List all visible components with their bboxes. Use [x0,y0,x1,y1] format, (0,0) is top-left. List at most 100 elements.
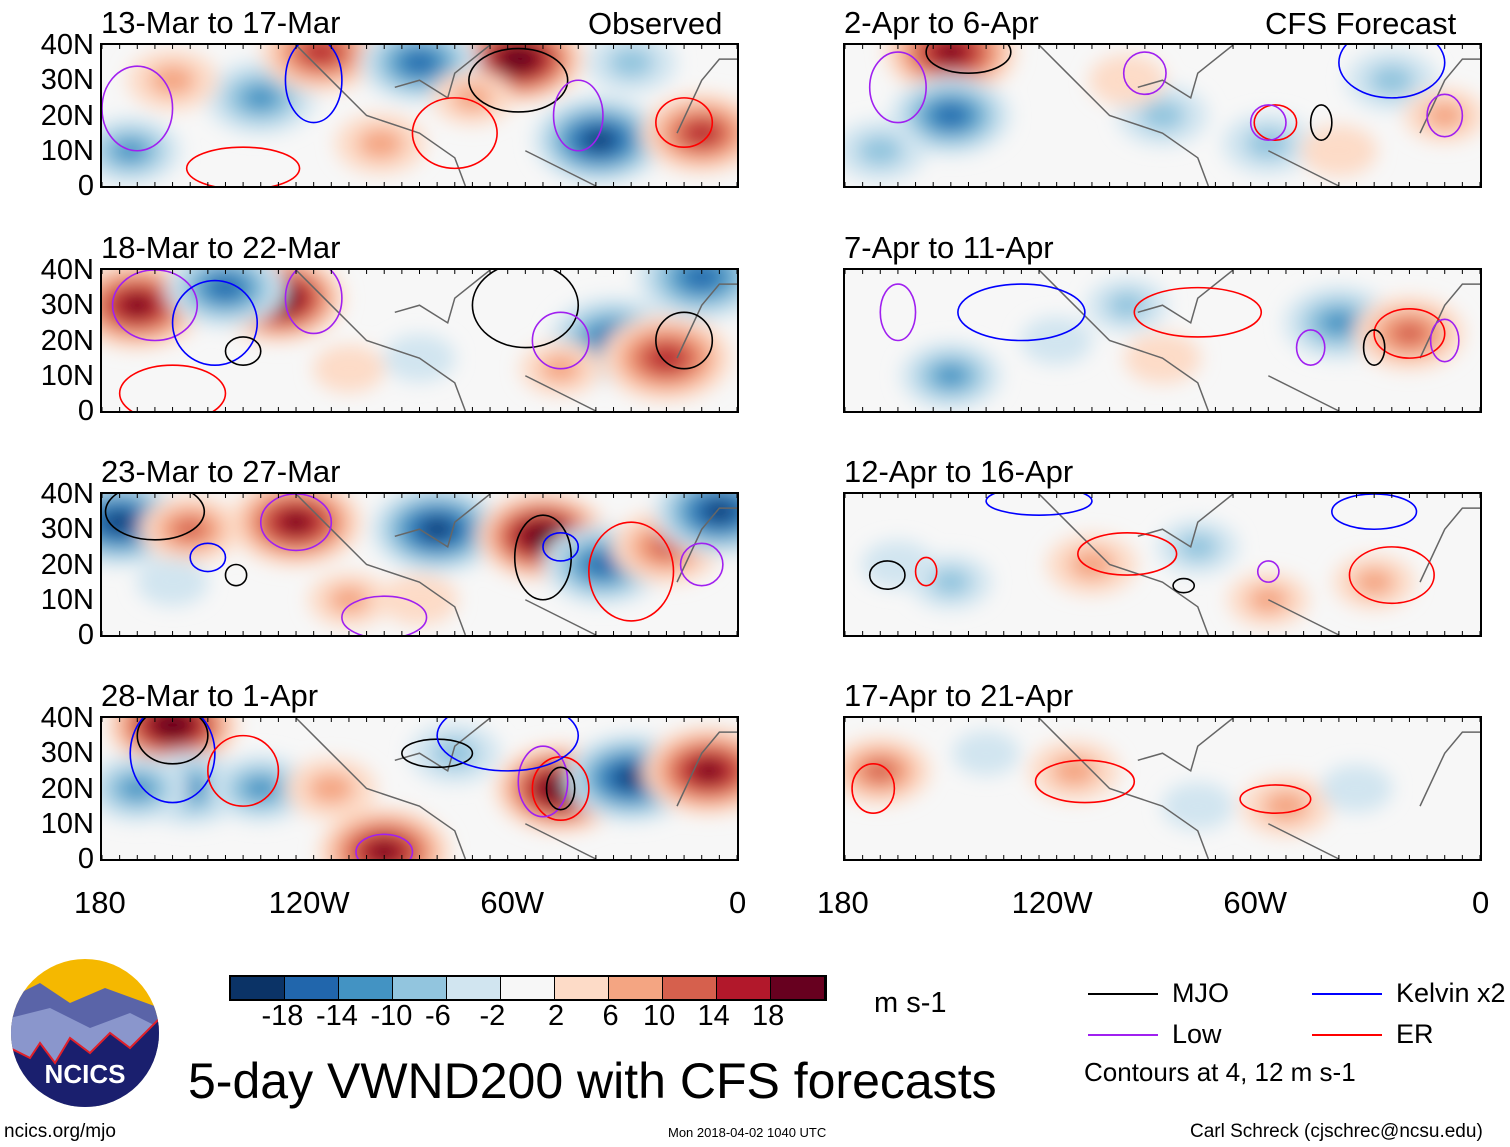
contour-kelvin [171,279,259,366]
contour-low [868,51,927,124]
legend-low: Low [1088,1019,1222,1050]
map-panel [843,716,1482,861]
lat-tick-label: 10N [40,359,94,392]
anomaly-blob [404,52,435,73]
anomaly-blob [930,568,972,596]
contour-low [284,270,343,335]
panel-title: 13-Mar to 17-Mar [101,5,341,40]
colorbar-swatch [447,977,501,999]
contour-kelvin [985,494,1093,516]
contour-er [851,763,896,814]
contour-mjo [1309,104,1333,141]
contour-low [1295,329,1326,366]
lon-tick-label: 60W [480,885,545,920]
lon-tick-label: 120W [1011,885,1093,920]
colorbar-label: 18 [752,1000,785,1032]
contour-mjo [868,560,906,590]
panel-title: 7-Apr to 11-Apr [844,230,1054,265]
lat-tick-label: 40N [40,702,94,734]
anomaly-blob [282,513,310,531]
lat-tick-label: 0 [77,843,94,875]
contour-er [118,364,227,411]
map-panel [100,43,739,188]
contour-low [1429,318,1460,363]
colorbar-swatch [717,977,771,999]
contour-note: Contours at 4, 12 m s-1 [1084,1057,1356,1087]
anomaly-blob [1245,128,1292,159]
colorbar-swatch [285,977,339,999]
anomaly-blob [1106,291,1148,319]
lat-tick-label: 0 [77,619,94,651]
lon-tick-label: 180 [74,885,126,920]
contour-mjo [655,311,714,370]
lon-tick-label: 120W [268,885,350,920]
contour-mjo [104,494,206,541]
colorbar-swatch [663,977,717,999]
anomaly-blob [242,85,280,111]
contour-mjo [471,270,580,349]
lon-tick-label: 180 [817,885,869,920]
colorbar-label: -6 [425,1000,451,1032]
anomaly-blob [1353,568,1395,596]
contour-low [879,283,917,342]
contour-er [655,97,714,149]
anomaly-blob [210,277,241,298]
anomaly-blob [328,586,370,614]
coastline [1038,718,1480,859]
contour-low [1122,51,1167,96]
anomaly-blob [1320,764,1393,813]
lon-tick-label: 0 [729,885,747,920]
colorbar-label: 14 [697,1000,730,1032]
contour-kelvin [957,283,1086,342]
lat-tick-label: 10N [40,134,94,167]
contour-low [102,65,174,152]
footer-url[interactable]: ncics.org/mjo [4,1121,116,1142]
colorbar-swatch [609,977,663,999]
lat-tick-label: 10N [40,807,94,840]
anomaly-blob [934,364,968,387]
contour-mjo [1172,577,1196,594]
colorbar [229,975,827,1001]
lat-tick-label: 40N [40,29,94,61]
anomaly-blob [587,554,618,575]
anomaly-blob [1300,125,1378,177]
lat-tick-label: 20N [40,772,94,805]
anomaly-blob [1088,54,1166,106]
logo-text: NCICS [45,1059,126,1089]
anomaly-blob [371,843,398,859]
contour-mjo [136,718,209,765]
contour-kelvin [1338,45,1446,99]
anomaly-blob [452,84,493,112]
anomaly-blob [1161,782,1234,831]
contour-er [411,97,498,170]
anomaly-blob [120,777,155,800]
legend-mjo: MJO [1088,978,1229,1009]
contour-er [588,521,675,622]
contour-er [1034,759,1136,804]
panel-title: 18-Mar to 22-Mar [101,230,341,265]
anomaly-blob [685,270,718,288]
anomaly-blob [1051,755,1098,787]
anomaly-blob [863,759,898,783]
lat-tick-label: 0 [77,395,94,427]
colorbar-label: -10 [370,1000,413,1032]
contour-low [517,745,569,818]
anomaly-blob [686,123,717,144]
anomaly-blob [305,45,336,63]
colorbar-label: 6 [602,1000,619,1032]
anomaly-blob [1069,549,1115,580]
anomaly-blob [357,128,404,159]
contour-low [111,270,199,342]
contour-er [185,146,301,186]
lat-tick-label: 40N [40,254,94,286]
anomaly-blob [617,769,645,787]
contour-mjo [545,766,576,811]
anomaly-blob [1424,101,1466,130]
lat-tick-label: 10N [40,583,94,616]
lat-tick-label: 20N [40,99,94,132]
legend-er: ER [1312,1019,1434,1050]
contour-mjo [224,563,248,587]
coastline [295,270,737,411]
contour-mjo [224,336,262,366]
contour-low [1426,93,1464,138]
